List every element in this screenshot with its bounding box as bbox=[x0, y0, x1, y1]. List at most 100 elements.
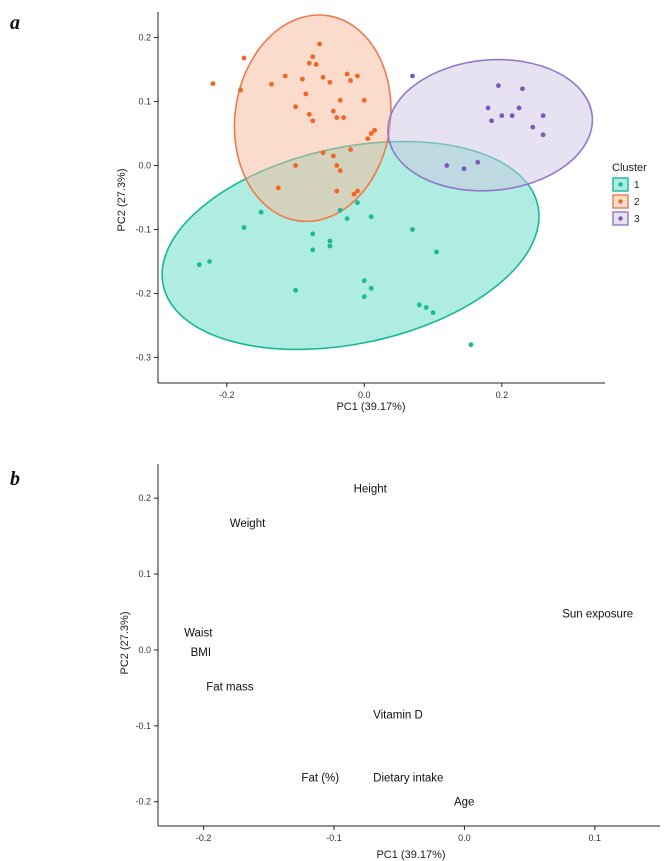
y-tick-label: 0.1 bbox=[138, 569, 151, 579]
variable-label: Dietary intake bbox=[373, 772, 443, 784]
cluster-1-point bbox=[368, 285, 374, 291]
cluster-2-point bbox=[310, 118, 316, 124]
cluster-1-point bbox=[196, 262, 202, 268]
panel-a-label: a bbox=[10, 12, 20, 34]
variable-label: Fat (%) bbox=[301, 772, 339, 784]
cluster-2-point bbox=[330, 153, 336, 159]
cluster-2-point bbox=[269, 81, 274, 87]
y-tick-label: -0.2 bbox=[135, 288, 151, 298]
cluster-1-point bbox=[410, 227, 415, 232]
cluster-3-point bbox=[444, 163, 450, 168]
cluster-1-point bbox=[423, 305, 429, 310]
cluster-2-point bbox=[210, 81, 216, 87]
cluster-3-point bbox=[489, 118, 494, 124]
variable-label: Height bbox=[354, 483, 388, 495]
cluster-2-point bbox=[306, 111, 312, 117]
y-tick-label: -0.3 bbox=[135, 352, 151, 362]
cluster-2-point bbox=[303, 91, 309, 97]
cluster-2-point bbox=[334, 188, 340, 194]
variable-labels: Height Weight Sun exposure Waist BMI Fat mass… bbox=[184, 483, 633, 808]
x-tick-label: 0.2 bbox=[496, 390, 509, 400]
cluster-3-point bbox=[520, 86, 525, 92]
legend-key-dot-2 bbox=[618, 199, 623, 204]
cluster-1-point bbox=[327, 238, 333, 244]
cluster-3-point bbox=[499, 113, 505, 119]
y-tick-label: -0.2 bbox=[135, 797, 151, 807]
variable-label: Age bbox=[454, 797, 474, 809]
legend-key-dot-1 bbox=[618, 182, 623, 187]
cluster-1-point bbox=[293, 287, 298, 293]
variable-label: Waist bbox=[184, 627, 213, 639]
cluster-2-point bbox=[351, 191, 357, 197]
cluster-2-point bbox=[361, 97, 367, 103]
legend-key-dot-3 bbox=[618, 216, 623, 221]
cluster-1-point bbox=[310, 231, 316, 237]
cluster-2-point bbox=[310, 54, 316, 60]
y-axis-label: PC2 (27.3%) bbox=[116, 169, 128, 232]
tick-marks: -0.2 0.0 0.2 -0.3 -0.2 -0.1 0.0 0.1 0.2 bbox=[135, 33, 508, 400]
cluster-1-point bbox=[468, 342, 474, 348]
cluster-1-point bbox=[337, 207, 343, 213]
x-tick-label: 0.0 bbox=[458, 833, 471, 843]
cluster-3-point bbox=[410, 73, 415, 79]
cluster-1-point bbox=[355, 200, 360, 206]
cluster-2-point bbox=[320, 150, 326, 156]
cluster-2-point bbox=[334, 115, 340, 120]
cluster-2-point bbox=[348, 147, 353, 152]
cluster-2-point bbox=[372, 127, 378, 133]
x-axis-label: PC1 (39.17%) bbox=[376, 849, 445, 861]
cluster-1-point bbox=[258, 209, 264, 215]
cluster-1-point bbox=[310, 247, 316, 253]
cluster-2-point bbox=[344, 71, 350, 77]
axes bbox=[157, 12, 605, 384]
x-tick-label: -0.2 bbox=[219, 390, 235, 400]
y-tick-label: 0.2 bbox=[138, 33, 151, 43]
y-axis-label: PC2 (27.3%) bbox=[119, 612, 131, 675]
pca-loadings-chart: -0.2 -0.1 0.0 0.1 -0.2 -0.1 0.0 0.1 0.2 Height We… bbox=[119, 464, 660, 861]
y-tick-label: 0.2 bbox=[138, 493, 151, 503]
cluster-2-point bbox=[317, 41, 323, 47]
cluster-2-point bbox=[293, 104, 298, 110]
cluster-1-point bbox=[344, 216, 350, 222]
cluster-1-point bbox=[361, 294, 367, 300]
axes bbox=[157, 464, 660, 827]
cluster-2-point bbox=[282, 73, 288, 79]
y-tick-label: -0.1 bbox=[135, 721, 151, 731]
cluster-2-point bbox=[306, 60, 312, 66]
cluster-2-point bbox=[300, 76, 305, 82]
cluster-points bbox=[196, 41, 546, 348]
cluster-1-point bbox=[430, 310, 436, 316]
y-tick-label: 0.0 bbox=[138, 161, 151, 171]
cluster-3-point bbox=[516, 105, 522, 111]
cluster-2-point bbox=[293, 163, 298, 168]
cluster-ellipses bbox=[161, 14, 594, 351]
cluster-2-point bbox=[241, 55, 247, 61]
cluster-2-point bbox=[355, 73, 360, 79]
cluster-3-point bbox=[530, 124, 536, 130]
cluster-2-point bbox=[337, 168, 343, 174]
cluster-1-point bbox=[207, 259, 212, 264]
tick-marks: -0.2 -0.1 0.0 0.1 -0.2 -0.1 0.0 0.1 0.2 bbox=[135, 493, 601, 843]
variable-label: Weight bbox=[230, 518, 266, 530]
legend-title: Cluster bbox=[612, 162, 647, 174]
x-tick-label: -0.1 bbox=[326, 833, 342, 843]
cluster-2-point bbox=[348, 78, 353, 83]
cluster-1-point bbox=[361, 278, 367, 284]
x-tick-label: 0.1 bbox=[589, 833, 602, 843]
cluster-2-point bbox=[330, 108, 336, 114]
cluster-3-point bbox=[540, 132, 546, 138]
cluster-1-point bbox=[416, 302, 422, 308]
cluster-1-point bbox=[241, 225, 247, 230]
cluster-2-point bbox=[355, 188, 360, 194]
cluster-1-point bbox=[434, 249, 439, 255]
legend: Cluster 1 2 3 bbox=[612, 162, 647, 226]
variable-label: Fat mass bbox=[206, 681, 254, 693]
cluster-3-point bbox=[540, 113, 546, 119]
x-tick-label: -0.2 bbox=[196, 833, 212, 843]
cluster-3-point bbox=[509, 113, 515, 119]
cluster-1-point bbox=[368, 214, 374, 220]
cluster-3-point bbox=[485, 105, 491, 111]
y-tick-label: 0.1 bbox=[138, 97, 151, 107]
cluster-3-point bbox=[461, 166, 467, 172]
y-tick-label: -0.1 bbox=[135, 224, 151, 234]
